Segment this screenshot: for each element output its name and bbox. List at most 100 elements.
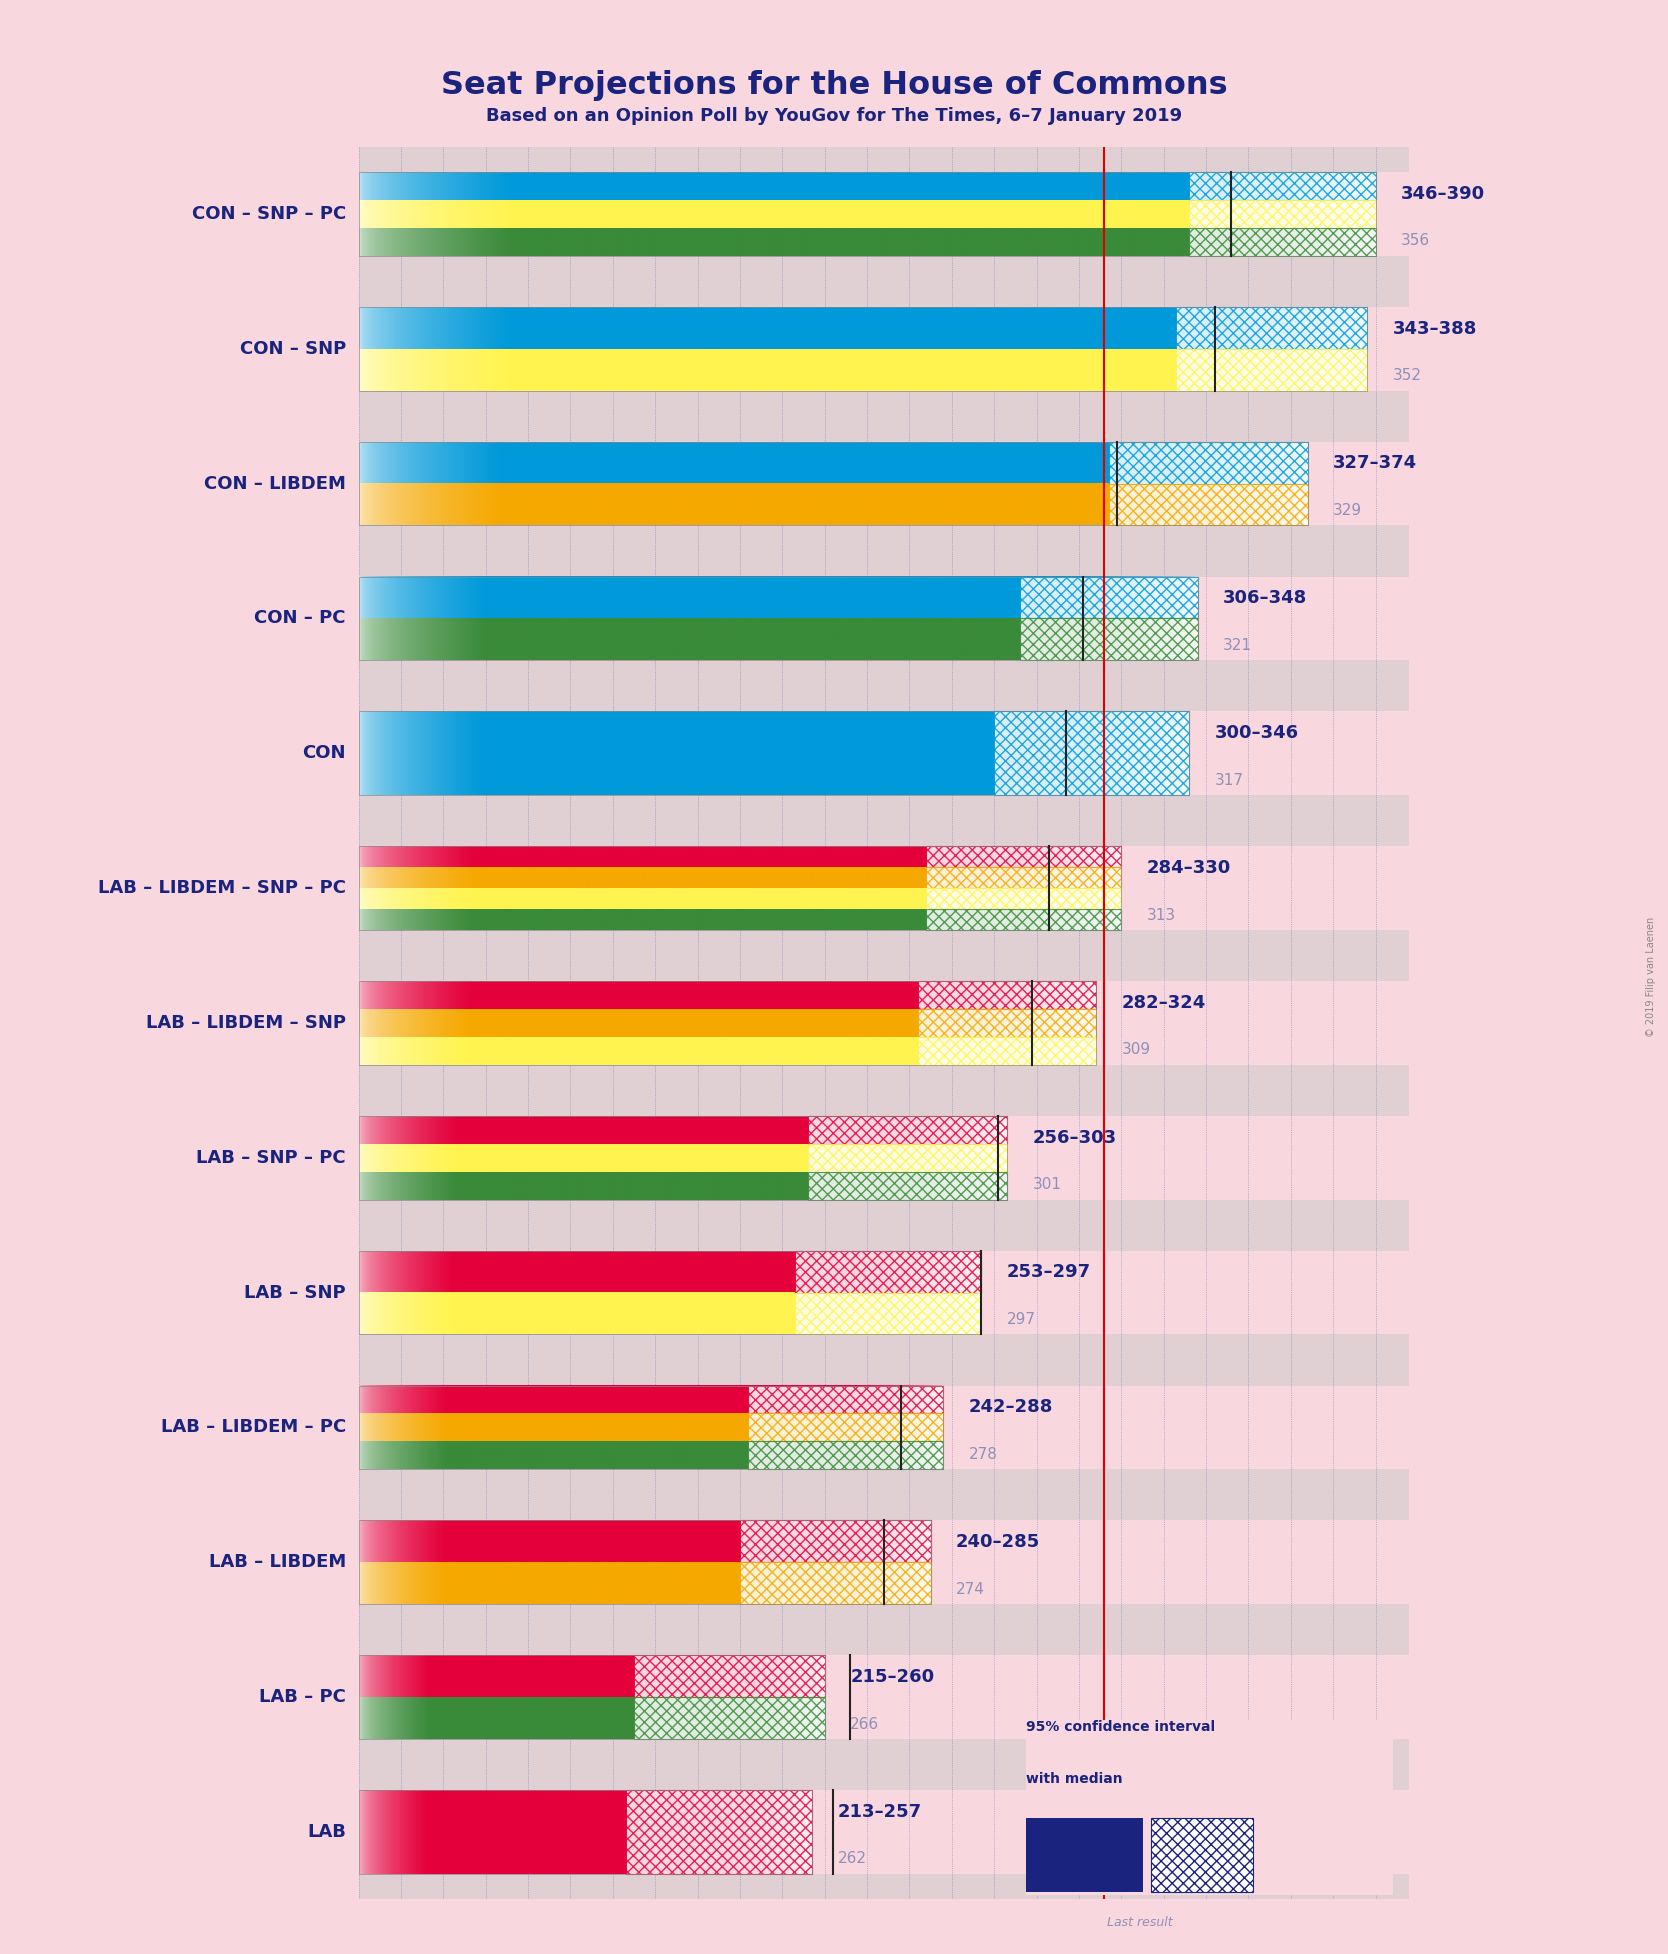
Text: 284–330: 284–330 [1148,860,1231,877]
Bar [917,981,1096,1008]
Text: LAB – SNP: LAB – SNP [244,1284,345,1301]
Bar [359,846,1121,930]
Text: LAB – LIBDEM – SNP – PC: LAB – LIBDEM – SNP – PC [98,879,345,897]
Text: 313: 313 [1148,907,1176,922]
Text: 240–285: 240–285 [956,1534,1041,1551]
Bar [1109,483,1308,526]
Bar [359,1335,1409,1385]
Bar [1176,348,1368,391]
Text: 301: 301 [1032,1176,1061,1192]
Bar [1189,172,1376,199]
Bar [359,1116,1007,1200]
Bar [359,307,1368,391]
Bar [926,846,1121,868]
Bar [359,930,1409,981]
Text: 327–374: 327–374 [1333,455,1418,473]
Bar [359,256,1409,307]
Bar [359,1739,1409,1790]
Bar [917,1008,1096,1038]
Bar [359,660,1409,711]
Text: CON – PC: CON – PC [255,610,345,627]
Bar [359,1385,944,1469]
Bar [359,147,1409,172]
Bar [359,1251,981,1335]
Bar [1189,229,1376,256]
Text: CON – SNP: CON – SNP [240,340,345,358]
Text: LAB – LIBDEM – SNP: LAB – LIBDEM – SNP [145,1014,345,1032]
Text: Seat Projections for the House of Commons: Seat Projections for the House of Common… [440,70,1228,102]
Bar [359,1874,1409,1925]
Text: 356: 356 [1401,233,1429,248]
Text: 266: 266 [851,1716,879,1731]
Bar [634,1655,824,1696]
Text: 282–324: 282–324 [1121,995,1206,1012]
Bar [359,981,1096,1065]
Text: LAB – SNP – PC: LAB – SNP – PC [197,1149,345,1167]
Bar [359,1604,1409,1655]
Bar [926,887,1121,909]
Text: 309: 309 [1121,1041,1151,1057]
Bar [1019,617,1198,660]
Bar [796,1251,981,1294]
Bar [1109,442,1308,485]
Bar [807,1116,1007,1143]
Bar [634,1696,824,1739]
Text: 215–260: 215–260 [851,1669,934,1686]
Bar [741,1563,931,1604]
Bar [994,711,1189,795]
Bar [749,1413,944,1442]
Bar [807,1172,1007,1200]
Text: LAB: LAB [307,1823,345,1841]
Bar [359,172,1376,256]
Bar [1151,1817,1253,1891]
Bar [807,1143,1007,1172]
Bar [796,1294,981,1335]
Text: 343–388: 343–388 [1393,320,1476,338]
Bar [359,442,1308,526]
Text: CON: CON [302,744,345,762]
Bar [1026,1817,1143,1891]
Bar [626,1790,812,1874]
Text: LAB – LIBDEM – PC: LAB – LIBDEM – PC [160,1419,345,1436]
Bar [1176,307,1368,350]
Bar [359,1200,1409,1251]
Text: 352: 352 [1393,367,1421,383]
Text: 95% confidence interval: 95% confidence interval [1026,1720,1214,1733]
Bar [359,1065,1409,1116]
Bar [741,1520,931,1563]
Text: 297: 297 [1007,1311,1036,1327]
Text: LAB – LIBDEM: LAB – LIBDEM [208,1553,345,1571]
Bar [1189,199,1376,229]
Bar [926,868,1121,887]
Bar [359,711,1189,795]
Text: Based on an Opinion Poll by YouGov for The Times, 6–7 January 2019: Based on an Opinion Poll by YouGov for T… [485,107,1183,125]
Bar [926,909,1121,930]
Bar [359,795,1409,846]
Text: CON – SNP – PC: CON – SNP – PC [192,205,345,223]
Bar [359,391,1409,442]
Text: 274: 274 [956,1581,984,1596]
Text: with median: with median [1026,1772,1123,1786]
Bar [749,1442,944,1469]
Text: 306–348: 306–348 [1223,590,1308,608]
Bar [359,1655,824,1739]
Text: Last result: Last result [1108,1917,1173,1929]
Text: 253–297: 253–297 [1007,1264,1091,1282]
Text: 242–288: 242–288 [969,1399,1053,1417]
Text: 262: 262 [837,1850,866,1866]
Bar [359,1520,931,1604]
Text: 278: 278 [969,1446,997,1462]
Bar [1019,576,1198,619]
Bar [749,1385,944,1413]
Text: 213–257: 213–257 [837,1804,921,1821]
Text: LAB – PC: LAB – PC [259,1688,345,1706]
Text: CON – LIBDEM: CON – LIBDEM [203,475,345,492]
Text: 321: 321 [1223,637,1253,653]
Text: 346–390: 346–390 [1401,186,1485,203]
Bar [917,1038,1096,1065]
Text: © 2019 Filip van Laenen: © 2019 Filip van Laenen [1646,916,1656,1038]
Bar [359,1790,812,1874]
Bar [359,576,1198,660]
Text: 256–303: 256–303 [1032,1129,1116,1147]
Text: 300–346: 300–346 [1214,725,1299,743]
